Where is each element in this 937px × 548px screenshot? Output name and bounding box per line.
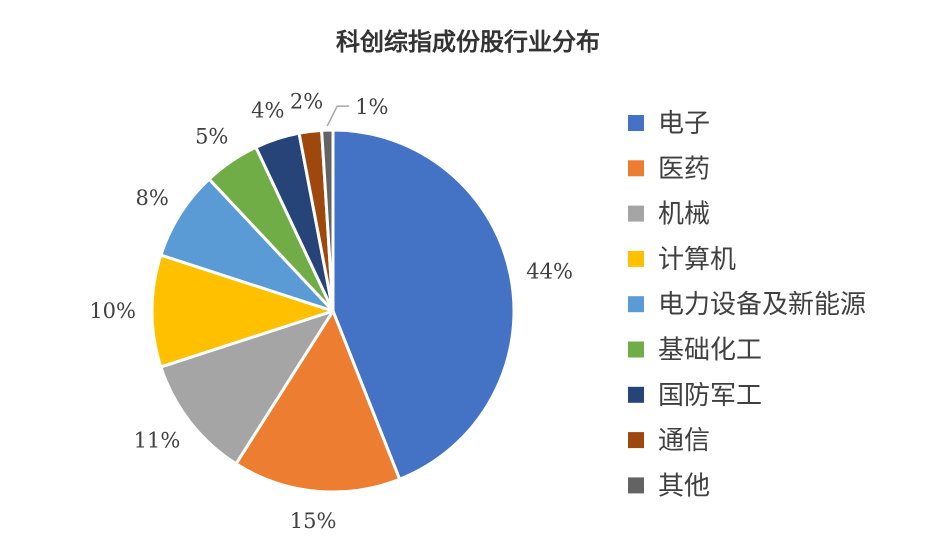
- pie-slice-5: [159, 177, 335, 313]
- data-label-5: 8%: [135, 186, 168, 210]
- legend-swatch-2: [628, 160, 644, 177]
- legend-swatch-8: [628, 432, 644, 449]
- leader-lines: [326, 105, 350, 127]
- legend-label-2: 医药: [658, 154, 710, 184]
- pie-slice-2: [234, 309, 402, 494]
- legend-item-6: 基础化工: [628, 336, 762, 366]
- data-label-3: 11%: [134, 428, 181, 452]
- legend-item-3: 机械: [628, 200, 710, 230]
- data-label-9: 1%: [355, 95, 388, 119]
- legend-swatch-9: [628, 477, 644, 494]
- legend-label-4: 计算机: [658, 245, 736, 275]
- legend-label-7: 国防军工: [658, 381, 762, 411]
- data-label-4: 10%: [89, 299, 136, 323]
- data-labels: 44% 15% 11% 10% 8% 5% 4% 2% 1%: [89, 90, 573, 533]
- legend-swatch-5: [628, 296, 644, 313]
- legend-swatch-4: [628, 250, 644, 267]
- data-label-7: 4%: [251, 98, 284, 122]
- legend-item-2: 医药: [628, 154, 710, 184]
- pie-slice-4: [150, 253, 335, 369]
- data-label-8: 2%: [290, 90, 323, 114]
- legend-label-6: 基础化工: [658, 336, 762, 366]
- legend-item-9: 其他: [628, 471, 710, 501]
- chart-title: 科创综指成份股行业分布: [336, 27, 600, 56]
- pie-slice-3: [159, 309, 335, 466]
- legend-swatch-1: [628, 115, 644, 131]
- legend-item-1: 电子: [628, 109, 710, 139]
- legend-swatch-3: [628, 205, 644, 222]
- legend-label-8: 通信: [658, 426, 710, 456]
- legend-label-1: 电子: [658, 109, 710, 139]
- legend-label-3: 机械: [658, 200, 710, 230]
- legend-swatch-6: [628, 341, 644, 358]
- legend-item-7: 国防军工: [628, 381, 762, 411]
- legend-swatch-7: [628, 386, 644, 403]
- data-label-2: 15%: [290, 509, 337, 533]
- data-label-6: 5%: [195, 125, 228, 149]
- legend-label-5: 电力设备及新能源: [658, 290, 866, 320]
- legend-label-9: 其他: [658, 471, 710, 501]
- legend-item-8: 通信: [628, 426, 710, 456]
- data-label-1: 44%: [526, 260, 573, 284]
- pie-slice-1: [331, 128, 516, 481]
- leader-line-9: [326, 105, 350, 127]
- pie-slices: [150, 128, 516, 494]
- pie-slice-9: [320, 128, 335, 313]
- legend-item-5: 电力设备及新能源: [628, 290, 866, 320]
- legend-item-4: 计算机: [628, 245, 736, 275]
